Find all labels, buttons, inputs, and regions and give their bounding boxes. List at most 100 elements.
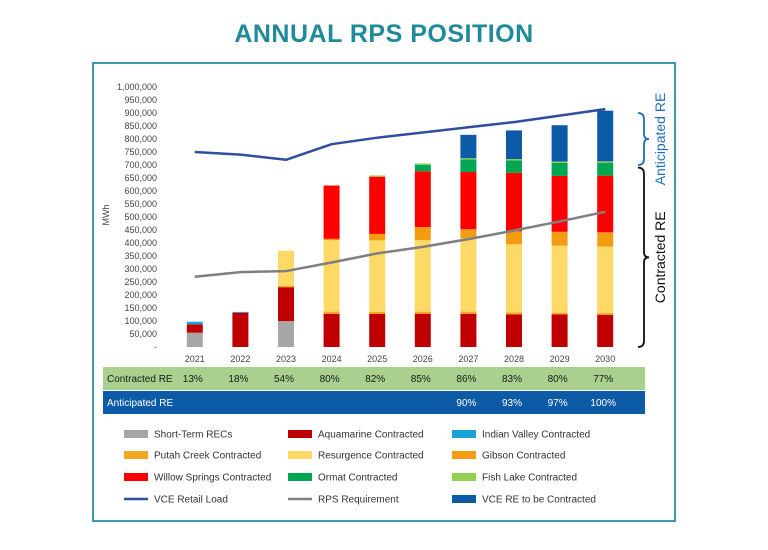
y-tick-label: 650,000 bbox=[124, 173, 157, 183]
legend-swatch bbox=[452, 495, 476, 503]
legend-label: VCE Retail Load bbox=[154, 495, 228, 506]
y-tick-label: - bbox=[154, 342, 157, 352]
anticipated-re-value: 93% bbox=[502, 398, 522, 409]
bar-segment bbox=[414, 311, 431, 314]
legend-label: Gibson Contracted bbox=[482, 451, 565, 462]
bar-segment bbox=[506, 160, 522, 173]
legend-swatch bbox=[124, 430, 148, 438]
x-tick-label: 2028 bbox=[504, 354, 524, 364]
bar-segment bbox=[551, 314, 568, 347]
legend-label: Fish Lake Contracted bbox=[482, 473, 577, 484]
contracted-re-value: 83% bbox=[502, 374, 522, 385]
bar-segment bbox=[323, 238, 340, 241]
bar-segment bbox=[232, 311, 249, 313]
x-tick-label: 2026 bbox=[413, 354, 433, 364]
bar-segment bbox=[278, 250, 294, 286]
bar-segment bbox=[414, 313, 431, 347]
bar-segment bbox=[414, 164, 431, 172]
bar-segment bbox=[186, 324, 203, 333]
bar-segment bbox=[506, 159, 522, 161]
y-tick-label: 50,000 bbox=[129, 329, 157, 339]
legend-label: VCE RE to be Contracted bbox=[482, 495, 596, 506]
chart-frame bbox=[92, 62, 676, 522]
bar-segment bbox=[597, 175, 614, 233]
bar-segment bbox=[323, 185, 340, 239]
legend-swatch bbox=[288, 430, 312, 438]
bar-segment bbox=[597, 110, 614, 162]
anticipated-re-label: Anticipated RE bbox=[652, 93, 668, 186]
legend-swatch bbox=[452, 430, 476, 438]
anticipated-re-brace bbox=[637, 112, 650, 166]
legend-label: Aquamarine Contracted bbox=[318, 430, 424, 441]
anticipated-re-row-label: Anticipated RE bbox=[107, 398, 173, 409]
bar-segment bbox=[460, 313, 477, 347]
contracted-re-value: 77% bbox=[593, 374, 613, 385]
bar-segment bbox=[369, 240, 386, 312]
bar-segment bbox=[369, 313, 386, 347]
bar-segment bbox=[597, 314, 614, 347]
y-tick-label: 900,000 bbox=[124, 108, 157, 118]
legend-label: Ormat Contracted bbox=[318, 473, 397, 484]
bar-segment bbox=[460, 172, 477, 230]
legend-label: Indian Valley Contracted bbox=[482, 430, 590, 441]
side-annotations: Anticipated RE Contracted RE bbox=[637, 93, 668, 348]
bar-segment bbox=[551, 161, 568, 163]
line-series bbox=[194, 107, 606, 279]
bar-segment bbox=[506, 314, 522, 347]
contracted-re-value: 86% bbox=[456, 374, 476, 385]
y-tick-label: 550,000 bbox=[124, 199, 157, 209]
y-axis: - 50,000 100,000 150,000 200,000 250,000 300,0… bbox=[117, 82, 157, 352]
x-tick-label: 2025 bbox=[367, 354, 387, 364]
bar-segment bbox=[460, 159, 477, 173]
line-vce-retail-load bbox=[194, 107, 606, 162]
bar-segment bbox=[597, 312, 614, 315]
legend-swatch bbox=[452, 451, 476, 459]
y-tick-label: 200,000 bbox=[124, 290, 157, 300]
y-tick-label: 250,000 bbox=[124, 277, 157, 287]
bar-segment bbox=[414, 227, 431, 241]
bar-segment bbox=[506, 172, 522, 232]
legend-swatch bbox=[288, 451, 312, 459]
x-tick-label: 2030 bbox=[595, 354, 615, 364]
bar-segment bbox=[597, 162, 614, 176]
bar-segment bbox=[551, 231, 568, 246]
x-tick-label: 2027 bbox=[458, 354, 478, 364]
y-tick-label: 100,000 bbox=[124, 316, 157, 326]
bar-segment bbox=[369, 176, 386, 234]
x-tick-label: 2029 bbox=[550, 354, 570, 364]
contracted-re-band bbox=[103, 367, 645, 390]
bar-segment bbox=[506, 130, 522, 160]
bar-segment bbox=[597, 161, 614, 163]
y-tick-label: 800,000 bbox=[124, 134, 157, 144]
contracted-re-brace bbox=[637, 166, 650, 348]
bar-segment bbox=[323, 311, 340, 314]
legend-swatch bbox=[288, 473, 312, 481]
bar-segment bbox=[597, 246, 614, 313]
bar-segment bbox=[414, 163, 431, 165]
bar-segment bbox=[460, 238, 477, 312]
bar-segment bbox=[278, 321, 294, 347]
legend-swatch bbox=[124, 451, 148, 459]
y-tick-label: 950,000 bbox=[124, 95, 157, 105]
legend-swatch bbox=[452, 473, 476, 481]
y-tick-label: 500,000 bbox=[124, 212, 157, 222]
summary-bands: Contracted RE 13% 18% 54% 80% 82% 85% 86% 83% 80%… bbox=[103, 367, 645, 414]
y-tick-label: 600,000 bbox=[124, 186, 157, 196]
bar-segment bbox=[460, 158, 477, 160]
bar-segment bbox=[597, 232, 614, 247]
y-tick-label: 400,000 bbox=[124, 238, 157, 248]
x-tick-label: 2023 bbox=[276, 354, 296, 364]
bar-segment bbox=[369, 233, 386, 241]
bar-segment bbox=[506, 244, 522, 313]
bar-segment bbox=[414, 171, 431, 228]
bar-segment bbox=[278, 287, 294, 321]
contracted-re-value: 18% bbox=[228, 374, 248, 385]
contracted-re-value: 85% bbox=[411, 374, 431, 385]
legend-swatch bbox=[124, 473, 148, 481]
x-tick-label: 2024 bbox=[322, 354, 342, 364]
legend-label: Willow Springs Contracted bbox=[154, 473, 271, 484]
anticipated-re-band bbox=[103, 391, 645, 414]
contracted-re-value: 54% bbox=[274, 374, 294, 385]
bar-segment bbox=[460, 311, 477, 314]
